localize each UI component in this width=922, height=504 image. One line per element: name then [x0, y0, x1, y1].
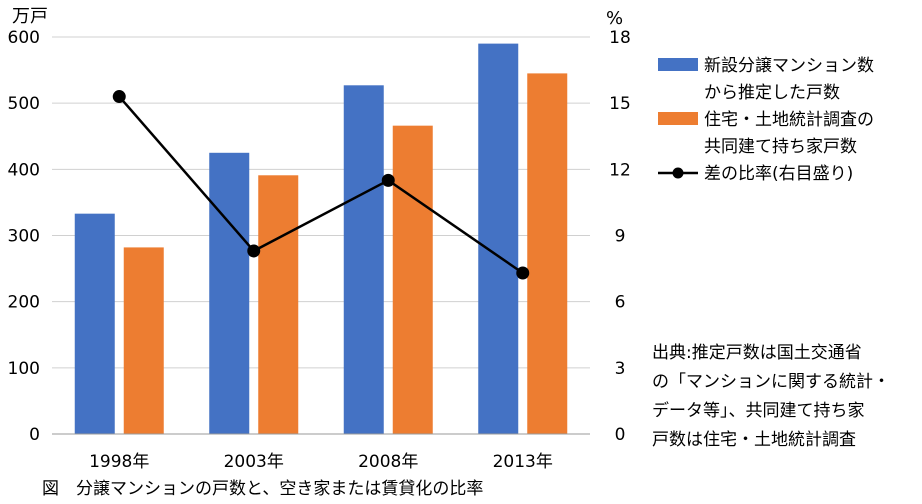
bar [123, 247, 164, 434]
ratio-line-series [112, 90, 530, 280]
legend-label-new-condo-line1: 新設分譲マンション数 [704, 56, 874, 76]
bar [209, 152, 250, 434]
left-tick-label: 100 [8, 359, 40, 379]
bar [478, 43, 519, 434]
right-tick-label: 15 [609, 94, 631, 114]
left-tick-label: 200 [8, 293, 40, 313]
source-note: 出典:推定戸数は国土交通省 の「マンションに関する統計・ データ等」、共同建て持… [652, 343, 890, 450]
legend-swatch-new-condo [658, 58, 698, 71]
bar [258, 175, 299, 434]
left-tick-label: 600 [8, 28, 40, 48]
left-tick-label: 0 [29, 425, 40, 445]
legend-marker-ratio [672, 167, 684, 179]
legend-label-new-condo-line2: から推定した戸数 [704, 83, 840, 103]
x-tick-label: 2013年 [493, 452, 553, 472]
right-tick-label: 3 [615, 359, 626, 379]
x-tick-label: 2008年 [358, 452, 418, 472]
left-axis-unit: 万戸 [12, 6, 48, 27]
right-tick-label: 12 [609, 160, 631, 180]
left-tick-label: 400 [8, 160, 40, 180]
source-line-3: データ等」、共同建て持ち家 [652, 400, 865, 421]
bar-series [74, 43, 568, 435]
bar [527, 73, 568, 435]
source-line-1: 出典:推定戸数は国土交通省 [652, 343, 862, 363]
x-tick-label: 2003年 [224, 452, 284, 472]
legend: 新設分譲マンション数 から推定した戸数 住宅・土地統計調査の 共同建て持ち家戸数… [658, 56, 874, 184]
right-tick-label: 0 [615, 425, 626, 445]
left-tick-label: 300 [8, 227, 40, 247]
line-point [381, 173, 395, 187]
legend-label-survey-line1: 住宅・土地統計調査の [704, 110, 874, 130]
right-axis-ticks: 0 3 6 9 12 15 18 [609, 28, 631, 445]
right-tick-label: 18 [609, 28, 631, 48]
line-point [516, 266, 530, 280]
bar [74, 213, 115, 434]
right-tick-label: 6 [615, 293, 626, 313]
ratio-line [118, 95, 524, 275]
bar [343, 85, 384, 434]
legend-label-ratio: 差の比率(右目盛り) [704, 164, 853, 184]
right-tick-label: 9 [615, 227, 626, 247]
legend-swatch-survey [658, 112, 698, 125]
figure-caption: 図 分譲マンションの戸数と、空き家または賃貸化の比率 [42, 479, 483, 499]
bar [392, 125, 433, 434]
x-tick-label: 1998年 [89, 452, 149, 472]
line-point [247, 244, 261, 258]
right-axis-unit: % [606, 8, 623, 29]
source-line-4: 戸数は住宅・土地統計調査 [652, 430, 856, 450]
left-axis-ticks: 0 100 200 300 400 500 600 [8, 28, 40, 445]
legend-label-survey-line2: 共同建て持ち家戸数 [704, 137, 857, 157]
line-point [112, 90, 126, 104]
source-line-2: の「マンションに関する統計・ [652, 372, 890, 392]
left-tick-label: 500 [8, 94, 40, 114]
x-axis-ticks: 1998年 2003年 2008年 2013年 [89, 452, 553, 472]
